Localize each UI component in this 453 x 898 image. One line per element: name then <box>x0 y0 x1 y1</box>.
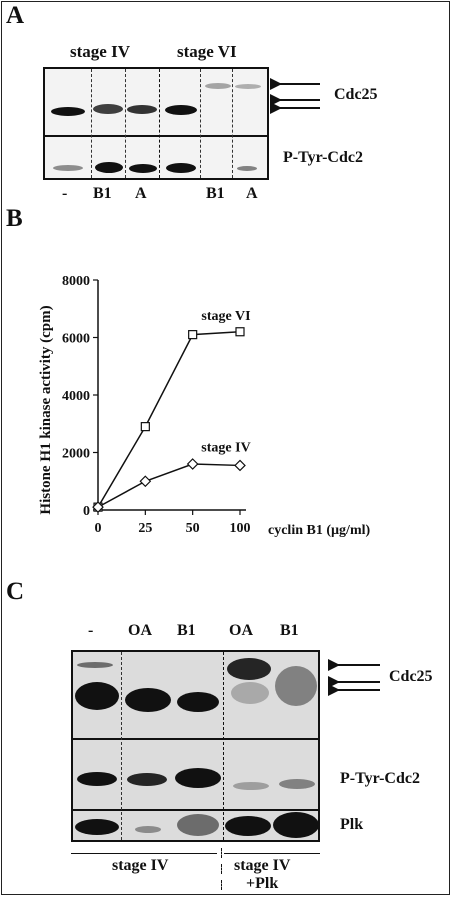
blot-band <box>235 84 261 89</box>
blot-band <box>205 83 231 89</box>
blot-band <box>53 165 83 171</box>
panel-a-stage-divider <box>159 69 160 178</box>
panel-b-letter: B <box>6 205 23 232</box>
blot-band <box>175 768 221 788</box>
chart-series-label: stage IV <box>201 440 250 455</box>
blot-band <box>127 105 157 114</box>
panel-a-lane-label: B1 <box>206 185 225 202</box>
blot-band <box>237 166 257 171</box>
panel-c-lane-label: B1 <box>177 622 196 639</box>
chart-series-line <box>97 463 241 508</box>
panel-c-group-underline <box>71 853 217 854</box>
chart-x-tick-label: 25 <box>138 521 152 536</box>
panel-c-lane-label: B1 <box>280 622 299 639</box>
panel-c-lane-label: OA <box>128 622 152 639</box>
panel-c-ptyr-label: P-Tyr-Cdc2 <box>340 770 420 787</box>
chart-point <box>235 327 245 337</box>
panel-a-lane-label: B1 <box>93 185 112 202</box>
chart-point <box>139 475 152 488</box>
blot-band <box>51 107 85 116</box>
blot-band <box>231 682 269 704</box>
blot-band <box>75 819 119 835</box>
panel-a-blot <box>43 67 269 180</box>
blot-band <box>233 782 269 790</box>
panel-a-cdc25-label: Cdc25 <box>334 86 378 103</box>
chart-point <box>140 422 150 432</box>
chart-x-tick-label: 50 <box>186 521 200 536</box>
panel-c-group-label: stage IV <box>234 857 291 874</box>
blot-band <box>225 816 271 836</box>
panel-a-ptyr-label: P-Tyr-Cdc2 <box>283 149 363 166</box>
panel-c-group-label: +Plk <box>246 875 279 892</box>
panel-a-arrows <box>270 76 320 116</box>
panel-c-lane-label: - <box>88 622 94 639</box>
chart-series-label: stage VI <box>201 309 250 324</box>
blot-band <box>93 104 123 114</box>
panel-c-group-label: stage IV <box>112 857 169 874</box>
panel-c-arrows <box>328 657 380 698</box>
panel-c-group-divider <box>223 652 224 840</box>
chart-y-axis-label: Histone H1 kinase activity (cpm) <box>38 305 54 514</box>
panel-c-lane-divider <box>121 652 122 840</box>
chart-point <box>234 459 246 472</box>
blot-band <box>177 692 219 712</box>
chart-y-tick-label: 8000 <box>62 274 90 289</box>
panel-c-group-separator <box>221 848 222 858</box>
blot-band <box>77 772 117 786</box>
panel-a-lane-divider <box>125 69 126 178</box>
blot-band <box>125 688 171 712</box>
blot-band <box>77 662 113 668</box>
blot-band <box>227 658 271 680</box>
chart-y-tick-label: 0 <box>83 504 90 519</box>
chart-series-line <box>97 331 241 508</box>
panel-c-group-separator <box>221 864 222 874</box>
blot-band <box>129 164 157 173</box>
chart-x-axis-label: cyclin B1 (µg/ml) <box>268 523 371 538</box>
chart-x-tick-label: 100 <box>230 521 251 536</box>
panel-a-lane-label: - <box>62 185 68 202</box>
panel-c-cdc25-label: Cdc25 <box>389 668 433 685</box>
chart-x-tick-label: 0 <box>95 521 102 536</box>
blot-band <box>165 105 197 115</box>
chart-point <box>188 330 198 340</box>
chart-y-tick-label: 6000 <box>62 332 90 347</box>
panel-c-lane-label: OA <box>229 622 253 639</box>
chart-y-tick-label: 4000 <box>62 389 90 404</box>
blot-band <box>177 814 219 836</box>
blot-band <box>273 812 318 838</box>
panel-c-group-separator <box>221 880 222 890</box>
panel-c-plk-label: Plk <box>340 816 364 833</box>
chart-point <box>92 501 104 513</box>
blot-band <box>75 682 119 710</box>
panel-a-lane-divider <box>91 69 92 178</box>
panel-a-lane-label: A <box>246 185 258 202</box>
blot-band <box>127 773 167 786</box>
histone-kinase-chart: Histone H1 kinase activity (cpm) 0 2000 40… <box>38 274 371 538</box>
chart-y-tick-label: 2000 <box>62 447 90 462</box>
panel-a-letter: A <box>6 2 25 29</box>
blot-band <box>135 826 161 833</box>
panel-a-stage-iv-label: stage IV <box>70 42 130 61</box>
blot-band <box>275 666 317 706</box>
panel-c-group-underline <box>224 853 320 854</box>
panel-c-blot-divider <box>73 738 318 740</box>
blot-band <box>166 163 196 173</box>
blot-band <box>279 779 315 789</box>
panel-a-stage-vi-label: stage VI <box>177 42 237 61</box>
panel-a-lane-divider <box>200 69 201 178</box>
panel-a-lane-label: A <box>135 185 147 202</box>
chart-point <box>186 458 199 470</box>
panel-a-lane-divider <box>232 69 233 178</box>
blot-band <box>95 162 123 173</box>
panel-c-blot-divider <box>73 809 318 811</box>
panel-a-blot-divider <box>45 135 267 137</box>
panel-c-letter: C <box>6 578 25 605</box>
panel-c-blot <box>71 650 320 842</box>
